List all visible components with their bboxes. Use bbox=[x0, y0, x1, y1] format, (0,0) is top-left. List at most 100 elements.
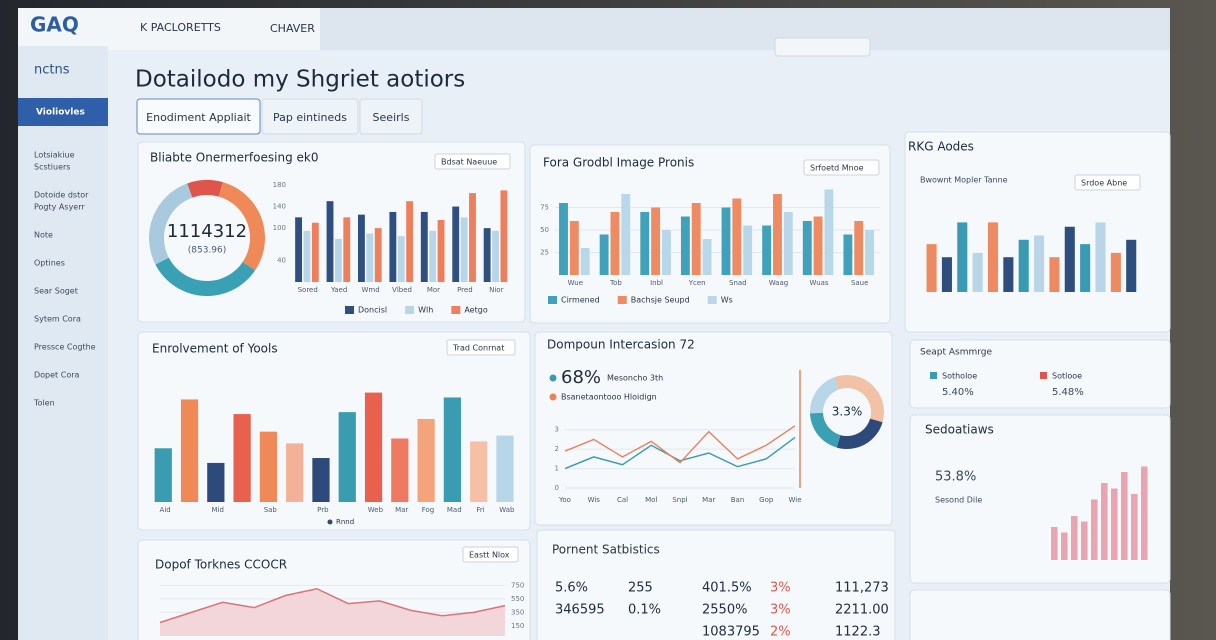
x-tick-label: Prb bbox=[317, 506, 329, 514]
bar bbox=[813, 216, 823, 275]
sidebar-brand: nctns bbox=[34, 63, 70, 78]
x-tick-label: Wie bbox=[788, 496, 801, 504]
bar bbox=[580, 248, 590, 275]
bar bbox=[389, 211, 397, 282]
bar bbox=[470, 441, 488, 502]
donut-center: 1114312 bbox=[167, 221, 247, 242]
bar bbox=[854, 221, 864, 275]
x-tick-label: Ban bbox=[731, 496, 745, 504]
dropdown[interactable] bbox=[434, 153, 511, 170]
bar bbox=[972, 252, 983, 292]
panel bbox=[909, 589, 1171, 640]
donut-slice bbox=[218, 182, 266, 271]
tab[interactable]: CHAVER bbox=[270, 22, 315, 35]
bar bbox=[303, 230, 311, 282]
bar bbox=[443, 397, 462, 502]
x-tick-label: Web bbox=[368, 506, 384, 514]
x-tick-label: Inbl bbox=[650, 279, 663, 287]
search-box[interactable] bbox=[774, 37, 871, 57]
legend-swatch bbox=[548, 296, 557, 304]
tab[interactable] bbox=[136, 98, 261, 135]
legend-label: Aetgo bbox=[464, 306, 487, 315]
legend-label: Wlh bbox=[418, 306, 433, 315]
tab[interactable] bbox=[359, 98, 423, 135]
x-tick-label: Sored bbox=[298, 286, 318, 294]
bar bbox=[721, 207, 731, 275]
bar bbox=[1071, 516, 1078, 560]
y-tick-label: 50 bbox=[540, 226, 549, 234]
panel-subtitle: Sesond Dile bbox=[935, 496, 982, 505]
stat-swatch bbox=[1040, 372, 1047, 379]
sidebar-active-label[interactable]: Violiovles bbox=[36, 108, 85, 118]
stat-value: 5.48% bbox=[1052, 387, 1084, 398]
bar bbox=[1121, 472, 1128, 560]
bar bbox=[661, 230, 671, 275]
y-tick-label: 100 bbox=[273, 224, 286, 232]
sidebar bbox=[18, 46, 108, 640]
bar bbox=[460, 217, 468, 282]
x-tick-label: Mor bbox=[427, 286, 440, 294]
bar bbox=[640, 212, 650, 275]
y-tick-label: 350 bbox=[511, 608, 524, 616]
dropdown[interactable] bbox=[462, 546, 519, 563]
legend-dot bbox=[549, 374, 557, 382]
y-tick-label: 150 bbox=[511, 622, 524, 630]
bar bbox=[610, 212, 620, 275]
stat-label: Sotholoe bbox=[942, 372, 977, 381]
dropdown-label: Bdsat Naeuue bbox=[441, 158, 497, 167]
dropdown-label: Srdoe Abne bbox=[1081, 179, 1127, 188]
bar bbox=[702, 239, 712, 275]
x-tick-label: Gop bbox=[759, 496, 774, 504]
panel-title: Dopof Torknes CCOCR bbox=[155, 558, 287, 572]
x-tick-label: Yoo bbox=[558, 496, 571, 504]
bar bbox=[343, 217, 351, 282]
y-tick-label: 180 bbox=[273, 181, 286, 189]
bar bbox=[500, 190, 508, 282]
donut-slice bbox=[187, 180, 223, 198]
bar bbox=[802, 221, 812, 275]
dropdown[interactable] bbox=[803, 159, 880, 176]
bar bbox=[865, 230, 874, 275]
sidebar-item: Pressce Cogthe bbox=[34, 343, 96, 352]
bar bbox=[452, 206, 460, 282]
bar bbox=[691, 203, 701, 275]
sidebar-item: Tolen bbox=[33, 399, 55, 408]
bar bbox=[469, 193, 476, 282]
stat: 68% bbox=[561, 367, 601, 388]
bar bbox=[599, 234, 609, 275]
bar bbox=[1064, 226, 1075, 292]
bar bbox=[1003, 257, 1014, 292]
bar bbox=[391, 438, 409, 502]
bar bbox=[334, 238, 342, 282]
dropdown-label: Eastt Nlox bbox=[469, 551, 510, 560]
dropdown[interactable] bbox=[446, 339, 516, 356]
bar bbox=[559, 203, 568, 275]
logo: GAQ bbox=[30, 13, 79, 37]
menu[interactable]: K PACLORETTS bbox=[140, 21, 221, 34]
legend-label: Bachsje Seupd bbox=[631, 296, 690, 305]
tab[interactable] bbox=[261, 98, 359, 135]
donut-slice bbox=[148, 183, 193, 265]
bar bbox=[743, 225, 753, 275]
tab-label: Pap eintineds bbox=[273, 111, 347, 124]
x-tick-label: Sab bbox=[264, 506, 278, 514]
donut-slice bbox=[155, 257, 256, 297]
bar bbox=[926, 244, 937, 292]
panel-title: Dompoun Intercasion 72 bbox=[547, 338, 695, 352]
y-tick-label: 40 bbox=[277, 256, 286, 264]
line bbox=[564, 425, 796, 464]
bar bbox=[1051, 527, 1058, 560]
dropdown[interactable] bbox=[1074, 174, 1141, 191]
donut-sublabel: (853.96) bbox=[188, 246, 227, 256]
bar bbox=[1131, 494, 1138, 560]
bar bbox=[1080, 244, 1091, 292]
bar bbox=[312, 458, 330, 502]
stat-swatch bbox=[930, 372, 937, 379]
table-cell: 2211.00 bbox=[835, 603, 889, 618]
legend-label: Rnnd bbox=[336, 518, 354, 526]
area bbox=[160, 588, 505, 636]
sidebar-active[interactable] bbox=[18, 98, 108, 126]
bar bbox=[1049, 257, 1060, 292]
